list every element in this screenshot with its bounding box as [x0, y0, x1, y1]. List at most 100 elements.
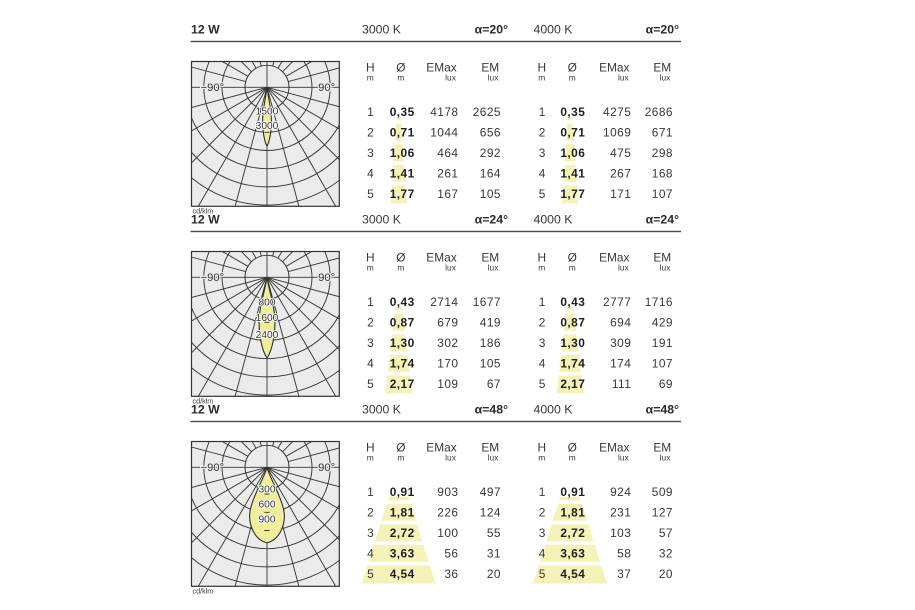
svg-text:186: 186 — [480, 336, 501, 350]
svg-text:168: 168 — [652, 167, 673, 181]
svg-text:lux: lux — [660, 263, 672, 273]
svg-text:1,77: 1,77 — [390, 187, 415, 201]
svg-text:2: 2 — [539, 126, 546, 140]
svg-text:5: 5 — [539, 187, 546, 201]
svg-text:56: 56 — [444, 547, 458, 561]
svg-text:1500: 1500 — [256, 106, 279, 117]
svg-text:679: 679 — [437, 316, 458, 330]
svg-text:3,63: 3,63 — [390, 547, 415, 561]
svg-text:37: 37 — [617, 567, 631, 581]
svg-text:1,30: 1,30 — [390, 336, 415, 350]
svg-text:1,41: 1,41 — [560, 167, 585, 181]
svg-text:12 W: 12 W — [191, 23, 220, 37]
svg-text:497: 497 — [480, 485, 501, 499]
svg-text:1,74: 1,74 — [560, 357, 585, 371]
svg-text:924: 924 — [610, 485, 631, 499]
svg-text:4275: 4275 — [603, 105, 631, 119]
svg-text:0,35: 0,35 — [390, 105, 415, 119]
svg-text:5: 5 — [367, 187, 374, 201]
svg-text:m: m — [397, 263, 404, 273]
svg-text:124: 124 — [480, 506, 501, 520]
svg-text:α=48°: α=48° — [646, 403, 679, 417]
svg-text:1044: 1044 — [430, 126, 458, 140]
svg-text:600: 600 — [259, 500, 276, 511]
svg-text:0,87: 0,87 — [560, 316, 585, 330]
svg-text:1: 1 — [539, 295, 546, 309]
svg-text:694: 694 — [610, 316, 631, 330]
svg-text:4: 4 — [539, 547, 546, 561]
svg-text:429: 429 — [652, 316, 673, 330]
svg-text:32: 32 — [659, 547, 673, 561]
svg-text:3000 K: 3000 K — [362, 23, 402, 37]
svg-text:5: 5 — [367, 567, 374, 581]
svg-text:m: m — [397, 73, 404, 83]
svg-text:903: 903 — [437, 485, 458, 499]
svg-text:cd/klm: cd/klm — [193, 587, 214, 596]
svg-text:292: 292 — [480, 146, 501, 160]
svg-text:1: 1 — [539, 485, 546, 499]
svg-text:Ø: Ø — [396, 251, 405, 265]
svg-text:0,43: 0,43 — [390, 295, 415, 309]
svg-text:Ø: Ø — [396, 441, 405, 455]
svg-text:1,06: 1,06 — [560, 146, 585, 160]
svg-text:1,74: 1,74 — [390, 357, 415, 371]
svg-text:m: m — [367, 263, 374, 273]
svg-text:H: H — [538, 61, 547, 75]
svg-text:3000 K: 3000 K — [362, 213, 402, 227]
svg-text:4: 4 — [539, 357, 546, 371]
svg-text:EMax: EMax — [426, 251, 456, 265]
svg-text:107: 107 — [652, 357, 673, 371]
svg-text:EM: EM — [653, 61, 671, 75]
svg-text:Ø: Ø — [568, 251, 577, 265]
svg-text:671: 671 — [652, 126, 673, 140]
svg-text:164: 164 — [480, 167, 501, 181]
svg-text:2: 2 — [367, 316, 374, 330]
svg-text:3000 K: 3000 K — [362, 403, 402, 417]
svg-text:4000 K: 4000 K — [534, 213, 574, 227]
svg-text:H: H — [366, 61, 375, 75]
svg-text:2686: 2686 — [645, 105, 673, 119]
svg-text:Ø: Ø — [568, 441, 577, 455]
svg-text:419: 419 — [480, 316, 501, 330]
svg-text:lux: lux — [445, 453, 457, 463]
svg-text:800: 800 — [259, 297, 276, 308]
svg-text:4: 4 — [367, 167, 374, 181]
svg-text:EM: EM — [481, 61, 499, 75]
svg-text:1069: 1069 — [603, 126, 631, 140]
svg-text:m: m — [367, 73, 374, 83]
svg-text:3: 3 — [367, 526, 374, 540]
svg-text:3: 3 — [367, 146, 374, 160]
svg-text:H: H — [538, 441, 547, 455]
svg-text:1,06: 1,06 — [390, 146, 415, 160]
svg-text:2,17: 2,17 — [390, 377, 415, 391]
svg-text:105: 105 — [480, 187, 501, 201]
svg-text:−90°: −90° — [201, 462, 224, 474]
svg-text:90°: 90° — [318, 82, 335, 94]
svg-text:191: 191 — [652, 336, 673, 350]
svg-text:69: 69 — [659, 377, 673, 391]
svg-text:656: 656 — [480, 126, 501, 140]
svg-text:2625: 2625 — [473, 105, 501, 119]
svg-text:3: 3 — [539, 146, 546, 160]
svg-text:EM: EM — [481, 441, 499, 455]
svg-text:36: 36 — [444, 567, 458, 581]
svg-text:m: m — [397, 453, 404, 463]
svg-text:lux: lux — [618, 73, 630, 83]
svg-text:3000: 3000 — [256, 121, 279, 132]
svg-text:1: 1 — [367, 105, 374, 119]
svg-text:2: 2 — [539, 316, 546, 330]
svg-text:cd/klm: cd/klm — [193, 207, 214, 216]
svg-text:4: 4 — [367, 547, 374, 561]
svg-text:2: 2 — [539, 506, 546, 520]
svg-text:1600: 1600 — [256, 313, 279, 324]
svg-text:67: 67 — [487, 377, 501, 391]
svg-text:H: H — [538, 251, 547, 265]
svg-text:lux: lux — [488, 73, 500, 83]
svg-text:509: 509 — [652, 485, 673, 499]
svg-text:2,17: 2,17 — [560, 377, 585, 391]
svg-text:55: 55 — [487, 526, 501, 540]
svg-text:900: 900 — [259, 515, 276, 526]
svg-text:Ø: Ø — [396, 61, 405, 75]
svg-text:300: 300 — [259, 485, 276, 496]
svg-text:167: 167 — [437, 187, 458, 201]
